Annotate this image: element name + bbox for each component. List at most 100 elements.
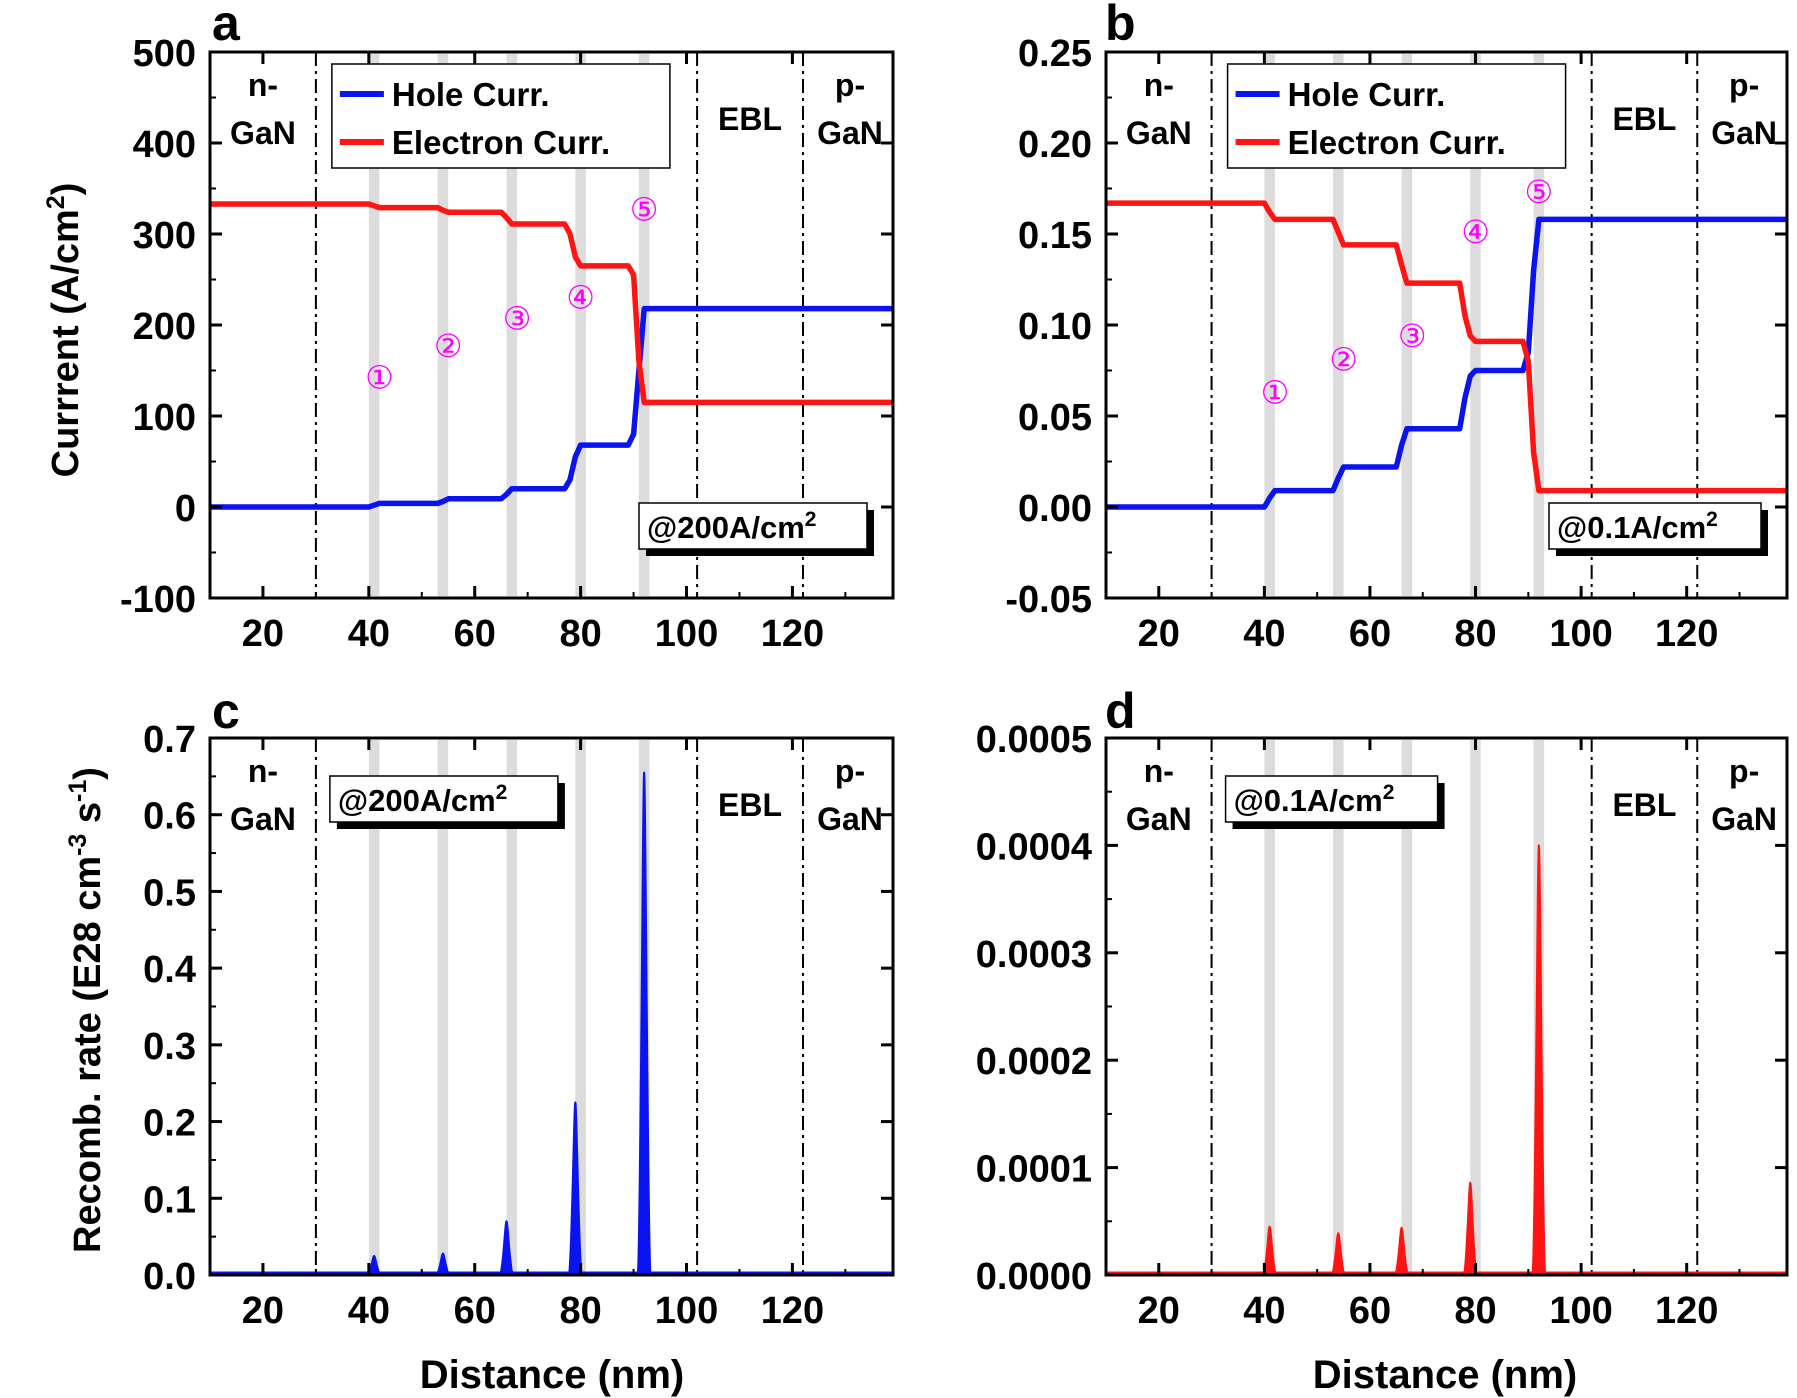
quantum-well-band-4 — [575, 54, 586, 596]
quantum-well-band-2 — [437, 54, 449, 596]
recomb-peak-2 — [435, 1252, 451, 1275]
panel-letter-a: a — [212, 0, 241, 51]
qw-marker-4: ④ — [566, 280, 595, 316]
ytick-label: 200 — [133, 306, 196, 348]
qw-marker-3: ③ — [503, 301, 532, 337]
annotation-box — [638, 502, 868, 550]
xtick-label: 20 — [242, 1290, 284, 1332]
xtick-label: 60 — [1349, 613, 1391, 655]
ytick-label: 0.0 — [143, 1256, 196, 1298]
quantum-well-band-1 — [368, 740, 380, 1273]
recomb-peak-5 — [1530, 844, 1548, 1275]
xtick-label: 40 — [1243, 1290, 1285, 1332]
legend-label-2: Electron Curr. — [392, 124, 610, 161]
ytick-label: 0.0005 — [976, 719, 1092, 761]
region-label-n-gan-line2: GaN — [1126, 115, 1192, 151]
qw-marker-4: ④ — [1461, 214, 1490, 250]
region-label-n-gan-line2: GaN — [230, 115, 296, 151]
qw-marker-1: ① — [1261, 374, 1290, 410]
xtick-label: 120 — [761, 613, 824, 655]
annotation-text: @0.1A/cm2 — [1557, 508, 1718, 545]
ylabel-current: Currrent (A/cm2) — [42, 183, 87, 478]
annotation-text: @200A/cm2 — [647, 508, 816, 545]
region-label-ebl: EBL — [1612, 101, 1676, 137]
xtick-label: 40 — [1243, 613, 1285, 655]
legend-label-1: Hole Curr. — [1288, 76, 1446, 113]
series-line-electron-current — [210, 201, 893, 406]
series-line-hole-current — [1106, 216, 1787, 510]
plot-area-d — [1106, 844, 1787, 1275]
quantum-well-band-3 — [1401, 54, 1413, 596]
region-label-n-gan-line1: n- — [1144, 753, 1174, 789]
quantum-well-band-3 — [1401, 740, 1413, 1273]
ytick-label: 0.2 — [143, 1103, 196, 1145]
ytick-label: 0.0004 — [976, 826, 1092, 868]
xtick-label: 80 — [559, 613, 601, 655]
region-label-p-gan-line1: p- — [1729, 753, 1759, 789]
ylabel-recomb-rate: Recomb. rate (E28 cm-3 s-1) — [64, 767, 109, 1253]
xtick-label: 100 — [655, 1290, 718, 1332]
xtick-label: 20 — [242, 613, 284, 655]
ytick-label: 500 — [133, 33, 196, 75]
ytick-label: 0.25 — [1018, 33, 1092, 75]
ytick-label: 0.0000 — [976, 1256, 1092, 1298]
plot-area-a — [210, 201, 893, 510]
xtick-label: 120 — [761, 1290, 824, 1332]
region-label-n-gan-line1: n- — [248, 67, 278, 103]
legend-label-1: Hole Curr. — [392, 76, 550, 113]
quantum-well-band-4 — [575, 740, 586, 1273]
ytick-label: 300 — [133, 215, 196, 257]
qw-marker-2: ② — [434, 328, 463, 364]
panel-letter-d: d — [1105, 683, 1136, 739]
region-label-n-gan-line2: GaN — [1126, 801, 1192, 837]
qw-marker-3: ③ — [1398, 318, 1427, 354]
plot-area-c — [210, 771, 893, 1275]
series-line-electron-current — [1106, 200, 1787, 494]
xtick-label: 100 — [1549, 613, 1612, 655]
ytick-label: 0.3 — [143, 1026, 196, 1068]
plot-frame — [1104, 736, 1789, 1277]
xtick-label: 60 — [1349, 1290, 1391, 1332]
qw-marker-5: ⑤ — [1525, 174, 1554, 210]
ytick-label: 0.4 — [143, 949, 196, 991]
annotation-text: @0.1A/cm2 — [1234, 781, 1395, 818]
quantum-well-band-2 — [437, 740, 449, 1273]
series-line-hole-current — [210, 305, 893, 510]
annotation-box — [1548, 502, 1762, 550]
xtick-label: 80 — [1454, 613, 1496, 655]
region-label-p-gan-line2: GaN — [1711, 801, 1777, 837]
ytick-label: 100 — [133, 397, 196, 439]
xtick-label: 80 — [559, 1290, 601, 1332]
region-label-p-gan-line1: p- — [835, 753, 865, 789]
legend-box — [1226, 63, 1567, 169]
xtick-label: 120 — [1655, 613, 1718, 655]
quantum-well-band-4 — [1470, 54, 1481, 596]
region-label-p-gan-line1: p- — [835, 67, 865, 103]
quantum-well-band-4 — [1470, 740, 1481, 1273]
ytick-label: 0.7 — [143, 719, 196, 761]
ytick-label: 0.15 — [1018, 215, 1092, 257]
ytick-label: 0.00 — [1018, 488, 1092, 530]
region-label-n-gan-line1: n- — [248, 753, 278, 789]
plot-area-b — [1106, 200, 1787, 510]
ytick-label: 0.20 — [1018, 124, 1092, 166]
region-label-n-gan-line2: GaN — [230, 801, 296, 837]
annotation-box — [329, 775, 559, 823]
ytick-label: -0.05 — [1005, 579, 1092, 621]
region-label-p-gan-line2: GaN — [817, 115, 883, 151]
ytick-label: 0.0001 — [976, 1149, 1092, 1191]
region-label-p-gan-line1: p- — [1729, 67, 1759, 103]
xtick-label: 40 — [348, 1290, 390, 1332]
xtick-label: 20 — [1138, 613, 1180, 655]
panel-letter-c: c — [212, 683, 240, 739]
xtick-label: 100 — [1549, 1290, 1612, 1332]
legend-label-2: Electron Curr. — [1288, 124, 1506, 161]
qw-marker-1: ① — [365, 360, 394, 396]
region-label-p-gan-line2: GaN — [817, 801, 883, 837]
recomb-peak-4 — [566, 1101, 584, 1275]
region-label-ebl: EBL — [718, 101, 782, 137]
xlabel-d: Distance (nm) — [1313, 1353, 1578, 1397]
xtick-label: 40 — [348, 613, 390, 655]
ytick-label: 0.0003 — [976, 934, 1092, 976]
